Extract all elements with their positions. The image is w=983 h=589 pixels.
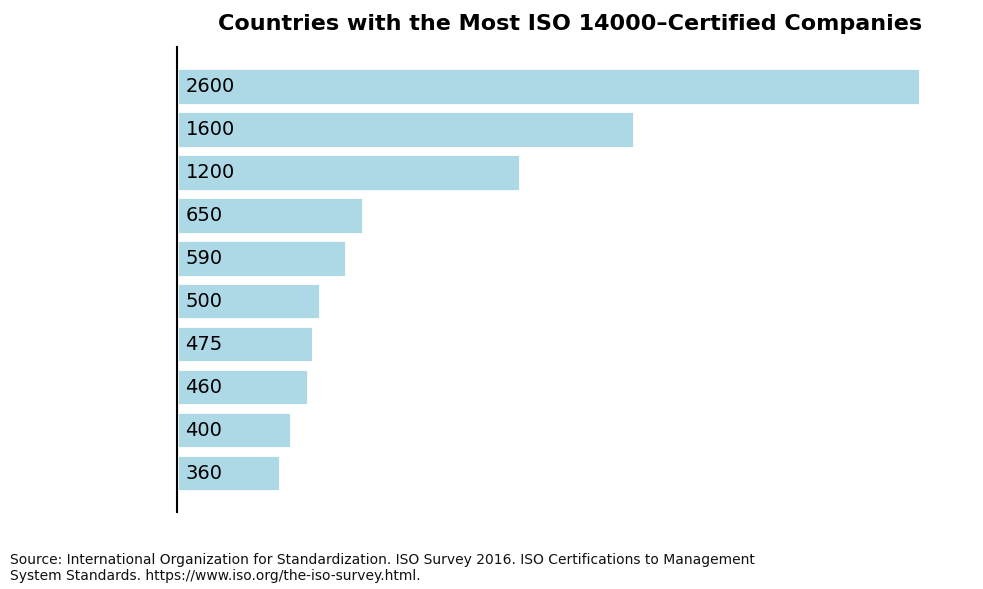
Bar <box>177 412 291 448</box>
Text: Source: International Organization for Standardization. ISO Survey 2016. ISO Cer: Source: International Organization for S… <box>10 553 755 583</box>
Bar <box>177 240 346 277</box>
Text: 590: 590 <box>186 249 222 268</box>
Bar <box>177 326 313 362</box>
Text: 400: 400 <box>186 421 222 439</box>
Text: 1600: 1600 <box>186 120 235 139</box>
Text: 650: 650 <box>186 206 222 225</box>
Bar <box>177 68 920 105</box>
Bar <box>177 111 634 148</box>
Text: 360: 360 <box>186 464 222 482</box>
Title: Countries with the Most ISO 14000–Certified Companies: Countries with the Most ISO 14000–Certif… <box>218 15 922 34</box>
Bar <box>177 154 520 191</box>
Bar <box>177 455 280 491</box>
Bar <box>177 283 319 319</box>
Bar <box>177 197 363 234</box>
Text: 2600: 2600 <box>186 77 235 96</box>
Text: 500: 500 <box>186 292 222 311</box>
Text: 475: 475 <box>186 335 223 353</box>
Text: 460: 460 <box>186 378 222 396</box>
Bar <box>177 369 309 405</box>
Text: 1200: 1200 <box>186 163 235 182</box>
